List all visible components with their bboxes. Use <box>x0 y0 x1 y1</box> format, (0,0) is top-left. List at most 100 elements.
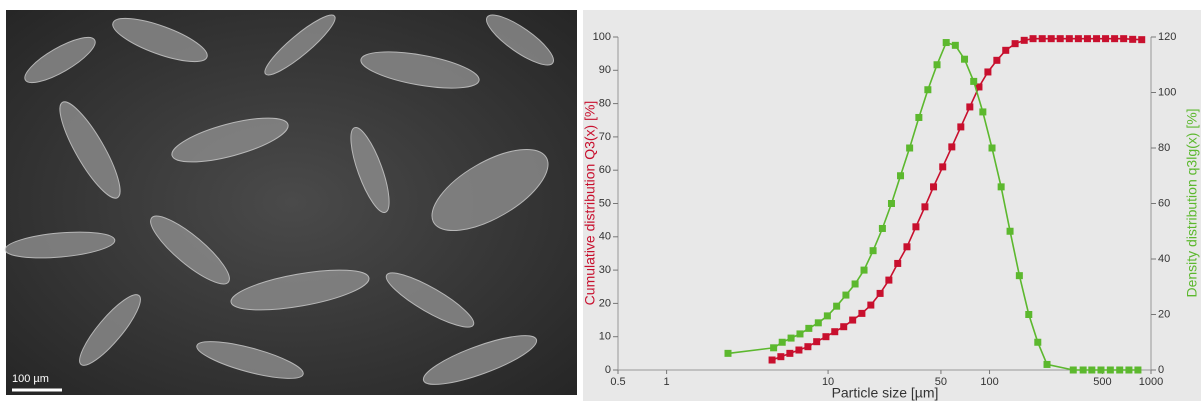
data-point <box>840 323 848 331</box>
data-point <box>878 224 886 232</box>
data-point <box>1047 35 1055 43</box>
scale-bar-label: 100 µm <box>12 373 49 385</box>
data-point <box>1056 35 1064 43</box>
data-point <box>777 353 785 361</box>
data-point <box>833 302 841 310</box>
data-point <box>975 83 983 91</box>
data-point <box>906 144 914 152</box>
data-point <box>1093 35 1101 43</box>
data-point <box>894 259 902 267</box>
data-point <box>1020 36 1028 44</box>
y-tick-label: 20 <box>599 297 611 309</box>
data-point <box>942 39 950 47</box>
y-axis-title: Cumulative distribution Q3(x) [%] <box>582 101 598 306</box>
y2-tick-label: 60 <box>1158 197 1170 209</box>
data-point <box>1125 366 1133 374</box>
data-point <box>1043 360 1051 368</box>
x-tick-label: 50 <box>935 376 947 388</box>
data-point <box>804 343 812 351</box>
data-point <box>921 203 929 211</box>
y-tick-label: 60 <box>599 164 611 176</box>
x-tick-label: 10 <box>822 376 834 388</box>
data-point <box>724 349 732 357</box>
data-point <box>1038 35 1046 43</box>
data-point <box>1015 272 1023 280</box>
data-point <box>842 291 850 299</box>
data-point <box>1006 227 1014 235</box>
data-point <box>1116 366 1124 374</box>
data-point <box>1083 35 1091 43</box>
data-point <box>1097 366 1105 374</box>
y2-axis-title: Density distribution q3lg(x) [%] <box>1184 108 1200 297</box>
x-tick-label: 1000 <box>1139 376 1163 388</box>
y-tick-label: 70 <box>599 131 611 143</box>
data-point <box>1111 35 1119 43</box>
data-point <box>1074 35 1082 43</box>
x-tick-label: 0.5 <box>610 376 625 388</box>
data-point <box>988 144 996 152</box>
data-point <box>823 312 831 320</box>
data-point <box>1029 35 1037 43</box>
data-point <box>1069 366 1077 374</box>
data-point <box>1088 366 1096 374</box>
data-point <box>831 328 839 336</box>
data-point <box>997 183 1005 191</box>
data-point <box>1102 35 1110 43</box>
data-point <box>1025 311 1033 318</box>
data-point <box>858 309 866 317</box>
data-point <box>961 55 969 63</box>
data-point <box>860 266 868 274</box>
y-tick-label: 40 <box>599 231 611 243</box>
data-point <box>849 316 857 324</box>
data-point <box>903 243 911 251</box>
y-tick-label: 80 <box>599 98 611 110</box>
y2-tick-label: 0 <box>1158 364 1164 376</box>
data-point <box>984 68 992 76</box>
y2-tick-label: 100 <box>1158 86 1176 98</box>
x-tick-label: 100 <box>980 376 998 388</box>
x-axis-title: Particle size [µm] <box>832 385 939 401</box>
y-tick-label: 30 <box>599 264 611 276</box>
data-point <box>897 172 905 180</box>
y2-tick-label: 20 <box>1158 308 1170 320</box>
data-point <box>1034 338 1042 346</box>
data-point <box>933 61 941 69</box>
data-point <box>1106 366 1114 374</box>
micrograph: 100 µm <box>4 10 577 395</box>
data-point <box>951 41 959 49</box>
data-point <box>770 344 778 352</box>
x-tick-label: 1 <box>664 376 670 388</box>
data-point <box>795 346 803 354</box>
y2-tick-label: 40 <box>1158 253 1170 265</box>
data-point <box>1138 36 1146 44</box>
data-point <box>851 280 859 288</box>
data-point <box>822 333 830 341</box>
series-line <box>727 41 1138 371</box>
y-tick-label: 100 <box>593 31 611 43</box>
data-point <box>885 276 893 284</box>
data-point <box>1002 46 1010 54</box>
data-point <box>930 183 938 191</box>
data-point <box>957 123 965 131</box>
y-tick-label: 90 <box>599 64 611 76</box>
data-point <box>768 356 776 364</box>
data-point <box>979 108 987 116</box>
data-point <box>993 56 1001 64</box>
y-tick-label: 50 <box>599 197 611 209</box>
data-point <box>1065 35 1073 43</box>
data-point <box>1129 35 1137 43</box>
y2-tick-label: 120 <box>1158 31 1176 43</box>
data-point <box>912 223 920 231</box>
particles <box>4 14 554 385</box>
data-point <box>869 247 877 255</box>
data-point <box>966 103 974 111</box>
data-point <box>1120 35 1128 43</box>
data-point <box>939 163 947 171</box>
data-point <box>796 330 804 338</box>
y-tick-label: 0 <box>605 364 611 376</box>
y-tick-label: 10 <box>599 331 611 343</box>
data-point <box>876 289 884 297</box>
y2-tick-label: 80 <box>1158 142 1170 154</box>
